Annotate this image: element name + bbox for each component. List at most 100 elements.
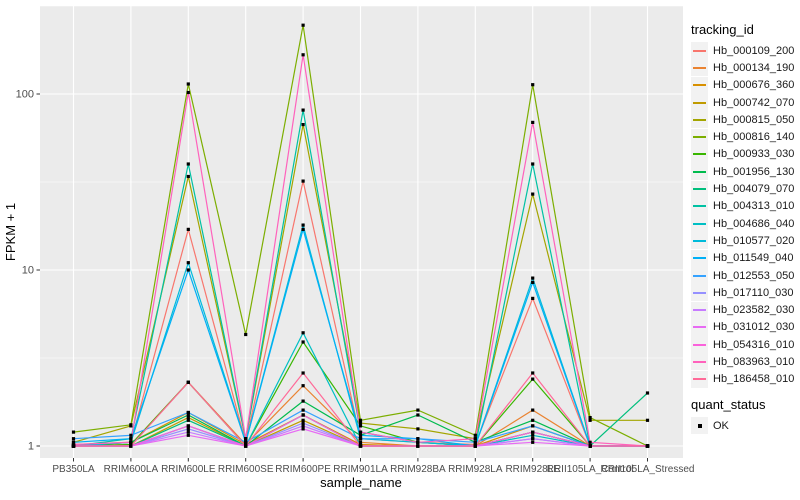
legend-item-Hb_000134_190: Hb_000134_190 bbox=[691, 59, 799, 77]
legend-key-swatch bbox=[691, 232, 708, 250]
data-point-marker bbox=[186, 424, 190, 428]
data-point-marker bbox=[301, 331, 305, 335]
data-point-marker bbox=[531, 440, 535, 444]
x-tick-label: RRIM600SE bbox=[218, 464, 274, 475]
data-point-marker bbox=[531, 276, 535, 280]
legend-key-swatch bbox=[691, 353, 708, 371]
data-point-marker bbox=[301, 384, 305, 388]
legend-item-label: OK bbox=[713, 419, 729, 432]
legend-title-tracking-id: tracking_id bbox=[691, 22, 754, 37]
x-tick-label: PB350LA bbox=[52, 464, 95, 475]
data-point-marker bbox=[473, 437, 477, 441]
ok-square-icon bbox=[691, 417, 708, 435]
data-point-marker bbox=[301, 179, 305, 183]
legend-key-swatch bbox=[691, 318, 708, 336]
legend-item-Hb_012553_050: Hb_012553_050 bbox=[691, 267, 799, 284]
data-point-marker bbox=[301, 340, 305, 344]
data-point-marker bbox=[358, 437, 363, 441]
data-point-marker bbox=[186, 416, 190, 420]
data-point-marker bbox=[301, 427, 305, 431]
data-point-marker bbox=[71, 437, 76, 441]
data-point-marker bbox=[186, 174, 190, 179]
data-point-marker bbox=[531, 377, 535, 381]
data-point-marker bbox=[531, 424, 535, 428]
data-point-marker bbox=[301, 418, 305, 422]
legend-key-swatch bbox=[691, 145, 708, 163]
data-point-marker bbox=[186, 380, 190, 384]
data-point-marker bbox=[531, 437, 535, 441]
legend-item-Hb_001956_130: Hb_001956_130 bbox=[691, 163, 799, 181]
data-point-marker bbox=[244, 332, 248, 337]
legend-item-Hb_010577_020: Hb_010577_020 bbox=[691, 232, 799, 250]
legend-key-swatch bbox=[691, 370, 708, 388]
data-point-marker bbox=[416, 408, 420, 412]
legend-item-label: Hb_000676_360 bbox=[713, 79, 795, 92]
data-point-marker bbox=[531, 120, 535, 124]
data-point-marker bbox=[186, 418, 190, 422]
data-point-marker bbox=[531, 430, 535, 434]
data-point-marker bbox=[301, 424, 305, 428]
legend-key-swatch bbox=[691, 249, 708, 267]
legend-key-swatch bbox=[691, 42, 708, 60]
data-point-marker bbox=[244, 444, 248, 448]
data-point-marker bbox=[645, 391, 650, 395]
x-tick-label: RRIM928BA bbox=[390, 464, 446, 475]
data-point-marker bbox=[358, 433, 363, 437]
legend-item-ok: OK bbox=[691, 417, 799, 435]
legend-item-Hb_000933_030: Hb_000933_030 bbox=[691, 145, 799, 163]
y-tick-label: 100 bbox=[16, 89, 34, 101]
legend-key-swatch bbox=[691, 336, 708, 354]
data-point-marker bbox=[186, 227, 190, 231]
legend-item-label: Hb_000816_140 bbox=[713, 131, 795, 144]
data-point-marker bbox=[301, 108, 305, 112]
legend-item-label: Hb_000815_050 bbox=[713, 113, 795, 126]
legend-item-Hb_000816_140: Hb_000816_140 bbox=[691, 128, 799, 146]
legend-key-swatch bbox=[691, 180, 708, 198]
legend: tracking_id Hb_000109_200 Hb_000134_190 Hb… bbox=[691, 22, 799, 435]
legend-item-label: Hb_004079_070 bbox=[713, 183, 795, 196]
data-point-marker bbox=[186, 268, 190, 272]
data-point-marker bbox=[588, 418, 592, 422]
y-axis-title: FPKM + 1 bbox=[3, 203, 18, 261]
legend-key-swatch bbox=[691, 215, 708, 233]
data-point-marker bbox=[531, 408, 535, 412]
x-axis-title: sample_name bbox=[320, 475, 402, 490]
y-tick-label: 10 bbox=[22, 265, 34, 277]
data-point-marker bbox=[301, 399, 305, 403]
data-point-marker bbox=[186, 430, 190, 434]
x-tick-label: RRIM600PE bbox=[275, 464, 331, 475]
data-point-marker bbox=[358, 418, 363, 422]
legend-item-label: Hb_004313_010 bbox=[713, 200, 795, 213]
data-point-marker bbox=[531, 83, 535, 87]
data-point-marker bbox=[129, 440, 133, 444]
x-tick-label: RRIM600LE bbox=[161, 464, 216, 475]
data-point-marker bbox=[129, 433, 133, 437]
data-point-marker bbox=[531, 192, 535, 196]
data-point-marker bbox=[301, 421, 305, 425]
legend-item-Hb_186458_010: Hb_186458_010 bbox=[691, 370, 799, 388]
data-point-marker bbox=[129, 437, 133, 441]
legend-item-label: Hb_004686_040 bbox=[713, 217, 795, 230]
axis-label-layer: PB350LA RRIM600LA RRIM600LE RRIM600SE RRIM60… bbox=[16, 89, 695, 476]
data-point-marker bbox=[186, 82, 190, 86]
data-point-marker bbox=[416, 444, 420, 448]
legend-item-label: Hb_001956_130 bbox=[713, 165, 795, 178]
data-point-marker bbox=[186, 162, 190, 166]
x-tick-label: RRII105LA_Control bbox=[547, 464, 634, 475]
legend-item-label: Hb_000134_190 bbox=[713, 61, 795, 74]
data-point-marker bbox=[358, 424, 363, 428]
legend-item-label: Hb_010577_020 bbox=[713, 234, 795, 247]
legend-item-Hb_017110_030: Hb_017110_030 bbox=[691, 284, 799, 302]
data-point-marker bbox=[588, 440, 592, 444]
data-point-marker bbox=[358, 440, 363, 444]
legend-key-swatch bbox=[691, 76, 708, 94]
legend-item-Hb_000742_070: Hb_000742_070 bbox=[691, 94, 799, 112]
x-tick-label: RRIM928LA bbox=[448, 464, 503, 475]
data-point-marker bbox=[473, 444, 477, 448]
data-point-marker bbox=[416, 440, 420, 444]
data-point-marker bbox=[301, 23, 305, 27]
legend-item-label: Hb_012553_050 bbox=[713, 269, 795, 282]
data-point-marker bbox=[71, 440, 76, 444]
x-tick-label: RRII105LA_Stressed bbox=[601, 464, 695, 475]
